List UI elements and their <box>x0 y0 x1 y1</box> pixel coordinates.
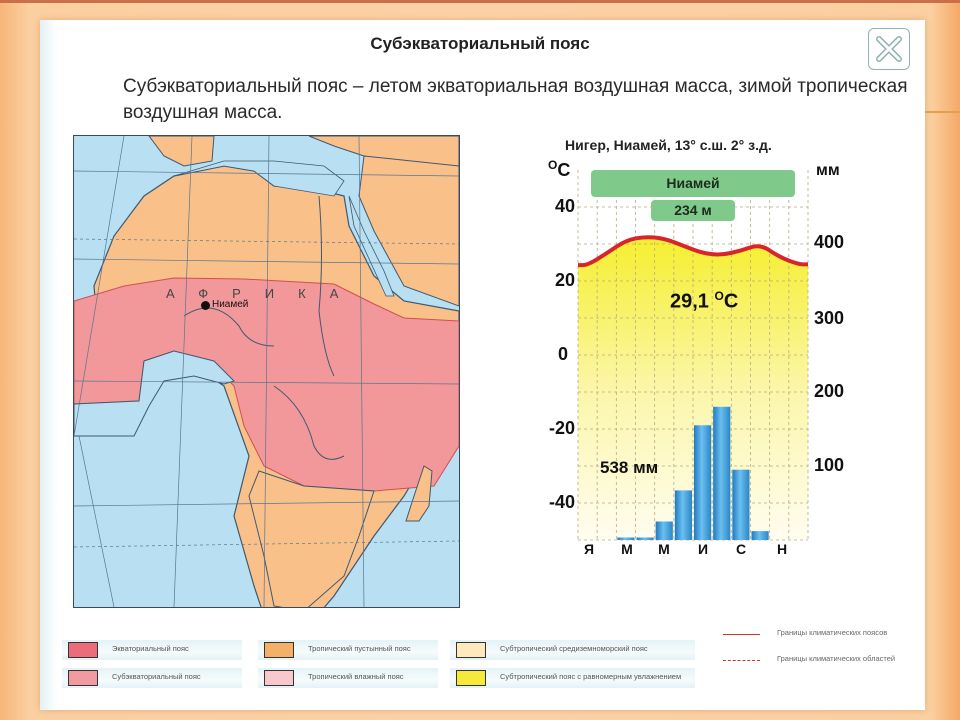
precipitation-bar <box>617 537 635 540</box>
month-label-mar: М <box>621 541 633 557</box>
right-tick-400: 400 <box>814 232 845 252</box>
niamey-label: Ниамей <box>212 299 249 310</box>
continent-label: АФРИКА <box>166 286 363 301</box>
month-label-jan: Я <box>583 541 595 557</box>
legend-swatch <box>456 642 486 658</box>
month-label-nov: Н <box>776 541 788 557</box>
precipitation-bar <box>674 490 692 540</box>
frame-top-border <box>0 0 960 3</box>
right-tick-200: 200 <box>814 381 845 401</box>
slide-left-edge <box>40 20 58 710</box>
legend-item-tropical-humid: Тропический влажный пояс <box>258 668 438 688</box>
precipitation-bar <box>636 537 654 540</box>
temperature-line <box>578 235 808 268</box>
station-name-box: Ниамей <box>591 170 795 197</box>
slide-title: Субэкваториальный пояс <box>370 34 590 53</box>
legend-item-equatorial: Экваториальный пояс <box>62 640 242 660</box>
right-tick-100: 100 <box>814 455 845 475</box>
legend-item-subequatorial: Субэкваториальный пояс <box>62 668 242 688</box>
left-tick-neg20: -20 <box>548 418 575 438</box>
legend-item-subtropical-mediterranean: Субтропический средиземноморский пояс <box>450 640 695 660</box>
precipitation-bar <box>732 469 750 540</box>
right-tick-300: 300 <box>814 308 845 328</box>
elevation-box: 234 м <box>651 200 735 221</box>
legend-swatch <box>68 642 98 658</box>
precipitation-bar <box>751 531 769 540</box>
legend-swatch <box>264 670 294 686</box>
africa-climate-map: АФРИКА Ниамей <box>73 135 460 608</box>
left-tick-20: 20 <box>554 270 575 290</box>
decorative-line <box>925 111 960 113</box>
legend-item-tropical-desert: Тропический пустынный пояс <box>258 640 438 660</box>
precipitation-bar <box>713 406 731 540</box>
region-border-line-sample <box>723 660 760 661</box>
legend-item-subtropical-uniform: Субтропический пояс с равномерным увлажн… <box>450 668 695 688</box>
right-axis-unit: мм <box>816 162 840 179</box>
region-border-label: Границы климатических областей <box>777 654 896 663</box>
left-tick-0: 0 <box>557 344 568 364</box>
left-axis-unit: OC <box>548 158 571 180</box>
left-tick-neg40: -40 <box>548 492 575 512</box>
month-label-sep: С <box>735 541 747 557</box>
legend-swatch <box>264 642 294 658</box>
close-x-icon <box>876 36 902 62</box>
legend-swatch <box>68 670 98 686</box>
map-graphic <box>74 136 459 607</box>
niamey-marker <box>201 301 210 310</box>
month-label-jul: И <box>697 541 709 557</box>
chart-title: Нигер, Ниамей, 13° с.ш. 2° з.д. <box>565 137 772 153</box>
precipitation-bars <box>617 406 769 540</box>
belt-border-line-sample <box>723 634 760 635</box>
precipitation-bar <box>694 425 712 540</box>
legend-swatch <box>456 670 486 686</box>
month-label-may: М <box>658 541 670 557</box>
left-tick-40: 40 <box>554 196 575 216</box>
close-button[interactable] <box>868 28 910 70</box>
precipitation-bar <box>655 521 673 540</box>
average-temperature: 29,1 OC <box>670 289 739 313</box>
chart-grid <box>577 170 809 541</box>
slide-description: Субэкваториальный пояс – летом экваториа… <box>123 76 908 123</box>
belt-border-label: Границы климатических поясов <box>777 628 888 637</box>
total-precipitation: 538 мм <box>600 458 659 477</box>
